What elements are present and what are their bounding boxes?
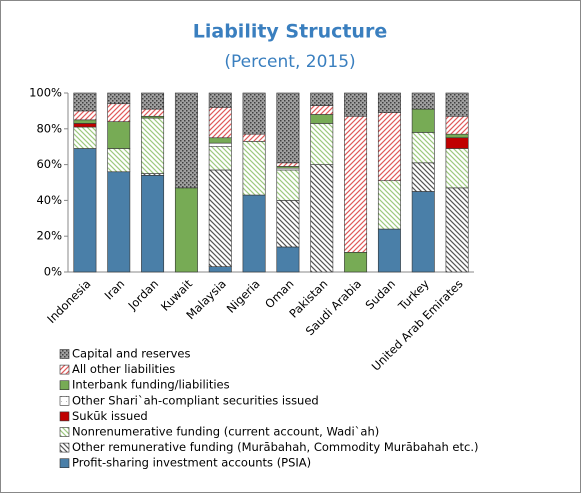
bar-segment bbox=[445, 92, 469, 117]
legend-label: All other liabilities bbox=[72, 362, 175, 376]
bar-segment bbox=[344, 252, 368, 273]
bar-segment bbox=[344, 115, 368, 253]
bar-segment bbox=[208, 137, 232, 144]
legend-label: Profit-sharing investment accounts (PSIA… bbox=[72, 456, 311, 470]
bar-segment bbox=[445, 115, 469, 135]
legend-swatch bbox=[59, 442, 70, 453]
bar-segment bbox=[377, 228, 401, 273]
bar-segment bbox=[377, 92, 401, 113]
chart-title: Liability Structure bbox=[193, 21, 387, 43]
bar-segment bbox=[276, 200, 300, 248]
bar-segment bbox=[276, 92, 300, 164]
legend-label: Other remunerative funding (Murābahah, C… bbox=[72, 440, 478, 454]
bar-segment bbox=[73, 123, 97, 128]
bar-segment bbox=[445, 187, 469, 273]
bar-segment bbox=[107, 171, 131, 273]
bar-segment bbox=[411, 108, 435, 133]
bar-segment bbox=[141, 117, 165, 174]
bar-segment bbox=[310, 114, 334, 124]
bar-segment bbox=[445, 137, 469, 149]
bar-segment bbox=[208, 107, 232, 139]
bar-segment bbox=[208, 266, 232, 273]
bar-segment bbox=[107, 121, 131, 149]
bar-segment bbox=[411, 92, 435, 110]
bar-segment bbox=[310, 123, 334, 165]
bar-segment bbox=[377, 112, 401, 182]
bar-segment bbox=[208, 146, 232, 171]
bar-segment bbox=[174, 187, 198, 273]
y-tick-label: 40% bbox=[36, 193, 62, 207]
bar-segment bbox=[107, 92, 131, 105]
chart-subtitle: (Percent, 2015) bbox=[224, 52, 355, 72]
bar-segment bbox=[310, 164, 334, 273]
bar-segment bbox=[242, 194, 266, 273]
bar-segment bbox=[276, 162, 300, 167]
bar-segment bbox=[242, 92, 266, 135]
bar-segment bbox=[377, 180, 401, 230]
bar-segment bbox=[344, 92, 368, 117]
bar-segment bbox=[445, 133, 469, 139]
bar-segment bbox=[208, 92, 232, 108]
bar-segment bbox=[411, 162, 435, 192]
y-tick-label: 0% bbox=[44, 265, 62, 279]
bar-segment bbox=[141, 108, 165, 117]
legend-label: Other Shari`ah-compliant securities issu… bbox=[72, 393, 319, 407]
y-tick-label: 60% bbox=[36, 157, 62, 171]
legend-swatch bbox=[59, 349, 70, 359]
legend-label: Sukūk issued bbox=[72, 409, 148, 423]
bar-segment bbox=[208, 169, 232, 267]
y-tick-label: 80% bbox=[36, 121, 62, 135]
bar-segment bbox=[242, 141, 266, 196]
bar-segment bbox=[107, 148, 131, 173]
bar-segment bbox=[73, 126, 97, 149]
bar-segment bbox=[276, 169, 300, 201]
legend-swatch bbox=[59, 458, 70, 469]
bar-segment bbox=[310, 92, 334, 106]
y-tick-label: 100% bbox=[29, 86, 62, 100]
legend-swatch bbox=[59, 380, 70, 391]
bar-segment bbox=[411, 132, 435, 164]
legend-swatch bbox=[59, 395, 70, 406]
legend-swatch bbox=[59, 364, 70, 375]
bar-segment bbox=[73, 92, 97, 112]
legend-label: Nonrenumerative funding (current account… bbox=[72, 425, 379, 439]
bar-segment bbox=[73, 110, 97, 121]
bar-segment bbox=[141, 92, 165, 110]
legend-swatch bbox=[59, 411, 70, 422]
legend: Profit-sharing investment accounts (PSIA… bbox=[59, 347, 478, 470]
bar-segment bbox=[73, 148, 97, 273]
bar-segment bbox=[174, 92, 198, 189]
legend-label: Interbank funding/liabilities bbox=[72, 378, 230, 392]
bar-segment bbox=[276, 246, 300, 273]
bar-segment bbox=[141, 175, 165, 273]
bar-segment bbox=[208, 142, 232, 147]
bar-segment bbox=[445, 148, 469, 189]
y-tick-label: 20% bbox=[36, 229, 62, 243]
bar-segment bbox=[242, 133, 266, 142]
legend-swatch bbox=[59, 427, 70, 437]
bar-segment bbox=[310, 105, 334, 115]
legend-label: Capital and reserves bbox=[72, 347, 191, 361]
bar-segment bbox=[73, 119, 97, 124]
bar-segment bbox=[107, 103, 131, 122]
bar-segment bbox=[411, 191, 435, 273]
